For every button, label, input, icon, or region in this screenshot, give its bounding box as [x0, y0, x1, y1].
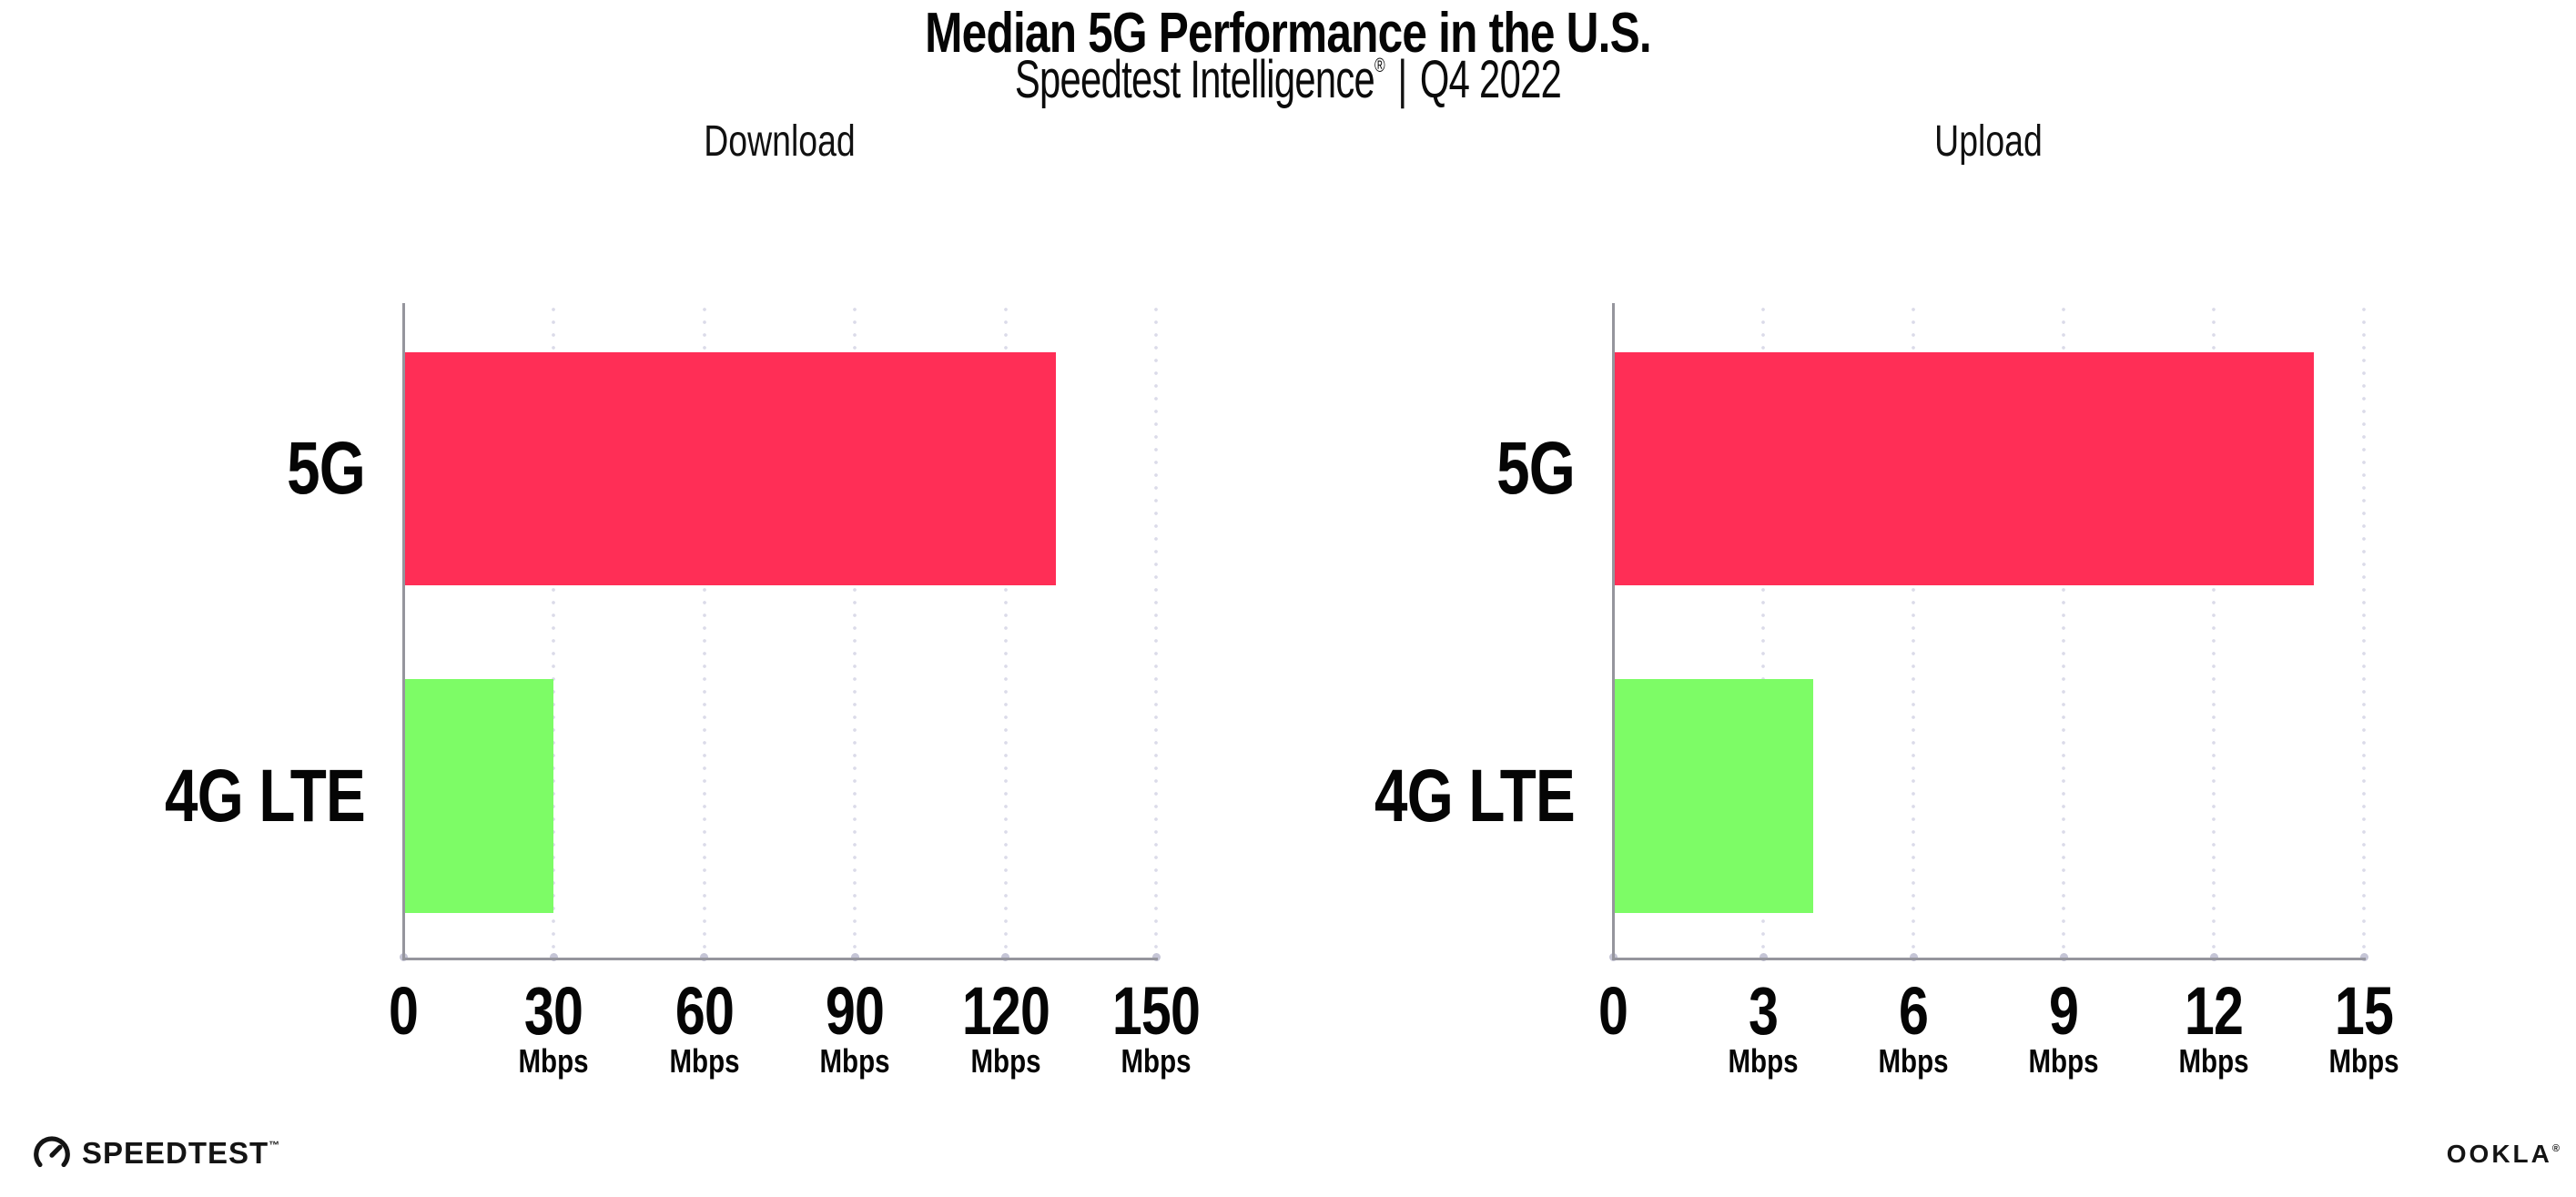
speedtest-wordmark-text: SPEEDTEST	[82, 1136, 269, 1170]
tick-unit-label-download-60: Mbps	[669, 1042, 740, 1080]
tick-label-upload-0: 0	[1597, 973, 1628, 1049]
tick-label-download-120: 120	[961, 973, 1050, 1049]
gridline-download-120	[1003, 303, 1008, 959]
tick-label-download-150: 150	[1111, 973, 1201, 1049]
speedtest-wordmark: SPEEDTEST™	[82, 1136, 279, 1171]
bar-download-4g-lte	[403, 679, 554, 913]
subtitle-brand: Speedtest Intelligence	[1014, 50, 1375, 109]
x-axis-upload	[1611, 957, 2366, 960]
gridline-download-150	[1154, 303, 1158, 959]
gridline-upload-15	[2362, 303, 2366, 959]
gridline-upload-12	[2212, 303, 2216, 959]
bar-upload-5g	[1613, 352, 2314, 585]
bar-download-5g	[403, 352, 1056, 585]
tick-unit-label-download-30: Mbps	[518, 1042, 589, 1080]
tick-label-upload-3: 3	[1748, 973, 1779, 1049]
category-label-download-4g-lte: 4G LTE	[165, 754, 366, 837]
trademark-symbol: ™	[269, 1139, 280, 1151]
tick-unit-label-download-120: Mbps	[970, 1042, 1041, 1080]
tick-unit-label-upload-3: Mbps	[1728, 1042, 1799, 1080]
gridline-download-90	[853, 303, 857, 959]
speedtest-logo: SPEEDTEST™	[31, 1132, 279, 1174]
tick-unit-label-upload-12: Mbps	[2178, 1042, 2249, 1080]
tick-label-upload-15: 15	[2334, 973, 2394, 1049]
gridline-upload-6	[1912, 303, 1915, 959]
tick-label-download-30: 30	[524, 973, 583, 1049]
tick-label-download-0: 0	[388, 973, 419, 1049]
gridline-upload-3	[1761, 303, 1765, 959]
ookla-wordmark: OOKLA®	[2447, 1140, 2560, 1169]
tick-unit-label-upload-6: Mbps	[1878, 1042, 1949, 1080]
gridline-upload-9	[2062, 303, 2065, 959]
tick-unit-label-upload-9: Mbps	[2028, 1042, 2099, 1080]
tick-label-upload-6: 6	[1898, 973, 1929, 1049]
category-label-download-5g: 5G	[287, 427, 366, 510]
registered-symbol: ®	[2551, 1143, 2560, 1154]
registered-mark: ®	[1374, 54, 1385, 76]
subtitle-period: Q4 2022	[1419, 50, 1562, 109]
tick-label-download-60: 60	[674, 973, 735, 1049]
page-subtitle: Speedtest Intelligence® | Q4 2022	[360, 50, 2216, 109]
category-label-upload-4g-lte: 4G LTE	[1374, 754, 1576, 837]
gridline-download-30	[552, 303, 556, 959]
y-axis-upload	[1611, 303, 1615, 959]
tick-unit-label-upload-15: Mbps	[2328, 1042, 2399, 1080]
chart-title-download: Download	[704, 117, 856, 166]
ookla-wordmark-text: OOKLA	[2446, 1140, 2552, 1168]
tick-label-upload-12: 12	[2184, 973, 2244, 1049]
tick-unit-label-download-90: Mbps	[819, 1042, 890, 1080]
y-axis-download	[401, 303, 405, 959]
page-title: Median 5G Performance in the U.S.	[925, 2, 1652, 65]
tick-label-upload-9: 9	[2048, 973, 2079, 1049]
gridline-download-60	[702, 303, 706, 959]
tick-label-download-90: 90	[826, 973, 885, 1049]
tick-unit-label-download-150: Mbps	[1121, 1042, 1192, 1080]
chart-title-upload: Upload	[1934, 117, 2043, 166]
subtitle-separator: |	[1397, 50, 1407, 109]
category-label-upload-5g: 5G	[1496, 427, 1576, 510]
speedtest-gauge-icon	[34, 1136, 70, 1168]
x-axis-download	[401, 957, 1158, 960]
bar-upload-4g-lte	[1613, 679, 1813, 913]
